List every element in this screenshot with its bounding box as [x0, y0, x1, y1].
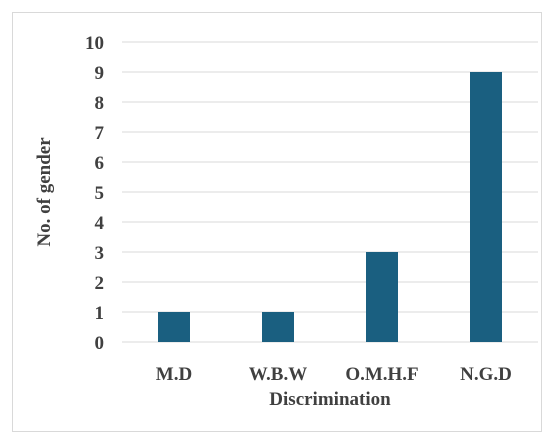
bar-md [158, 312, 190, 342]
y-tick-label: 7 [95, 123, 105, 144]
x-category-label: W.B.W [249, 364, 307, 385]
x-category-label: M.D [156, 364, 192, 385]
y-tick-label: 3 [95, 243, 105, 264]
y-tick-label: 1 [95, 303, 105, 324]
bars [158, 72, 502, 342]
y-tick-label: 4 [95, 213, 105, 234]
y-axis-title: No. of gender [34, 137, 55, 247]
x-category-label: N.G.D [460, 364, 512, 385]
bar-omhf [366, 252, 398, 342]
y-tick-label: 8 [95, 93, 105, 114]
x-category-label: O.M.H.F [345, 364, 418, 385]
x-category-labels: M.D W.B.W O.M.H.F N.G.D [156, 364, 512, 385]
x-axis-title: Discrimination [269, 389, 391, 410]
y-tick-label: 9 [95, 63, 105, 84]
y-tick-label: 10 [85, 33, 104, 54]
bar-wbw [262, 312, 294, 342]
gridlines [122, 41, 538, 343]
y-tick-label: 0 [95, 333, 105, 354]
bar-ngd [470, 72, 502, 342]
y-tick-labels: 0 1 2 3 4 5 6 7 8 9 10 [85, 33, 105, 354]
y-tick-label: 2 [95, 273, 105, 294]
y-tick-label: 5 [95, 183, 105, 204]
y-tick-label: 6 [95, 153, 105, 174]
